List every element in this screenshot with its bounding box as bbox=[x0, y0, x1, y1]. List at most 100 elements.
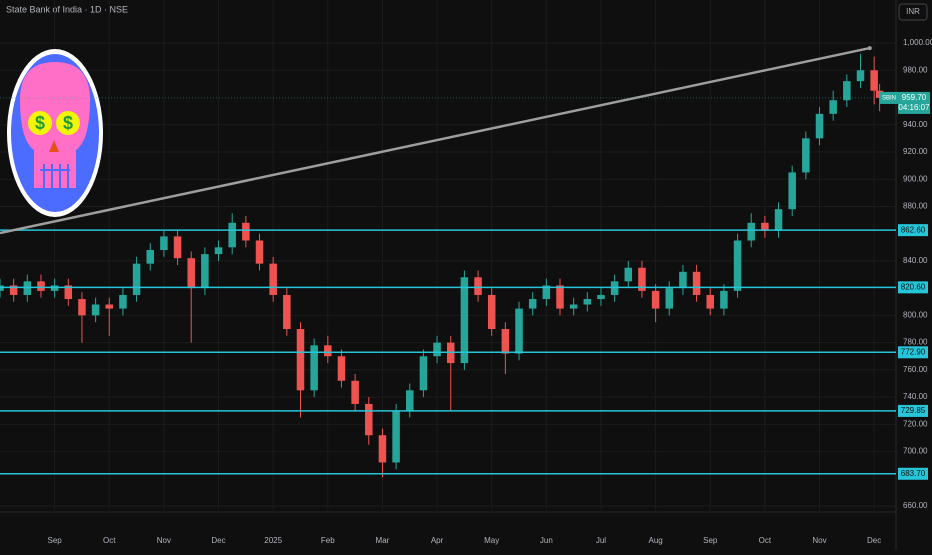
x-tick-label: Nov bbox=[157, 536, 171, 545]
candle-body bbox=[269, 263, 277, 295]
candle-body bbox=[528, 299, 537, 309]
level-label-box bbox=[898, 281, 928, 294]
candle-body bbox=[624, 267, 633, 282]
candle-body bbox=[310, 345, 318, 391]
y-tick-label: 760.00 bbox=[903, 365, 928, 374]
candle-body bbox=[597, 294, 605, 300]
y-tick-label: 660.00 bbox=[903, 501, 928, 510]
level-label: 729.85 bbox=[901, 406, 926, 415]
candle-body bbox=[720, 290, 728, 309]
eye-symbol: $ bbox=[35, 113, 45, 133]
teeth bbox=[40, 164, 70, 188]
x-tick-label: Oct bbox=[103, 536, 116, 545]
candle-body bbox=[378, 435, 387, 463]
candle-body bbox=[692, 271, 701, 295]
candle-body bbox=[406, 390, 414, 411]
logo: $ $ bbox=[7, 49, 103, 217]
y-tick-label: 720.00 bbox=[903, 419, 928, 428]
candle-body bbox=[733, 240, 742, 291]
candle-body bbox=[23, 281, 32, 295]
x-tick-label: Dec bbox=[211, 536, 225, 545]
candle-body bbox=[283, 294, 291, 330]
x-tick-label: Jul bbox=[596, 536, 606, 545]
candle-body bbox=[774, 209, 783, 231]
candle-body bbox=[242, 222, 250, 241]
symbol-label: SBIN bbox=[882, 95, 896, 101]
y-tick-label: 700.00 bbox=[903, 447, 928, 456]
eye-symbol: $ bbox=[63, 113, 73, 133]
candle-body bbox=[296, 329, 305, 391]
candle-body bbox=[324, 345, 332, 357]
level-label-box bbox=[898, 404, 928, 417]
candle-body bbox=[761, 222, 769, 231]
eye bbox=[56, 111, 80, 135]
candle-body bbox=[64, 285, 73, 300]
y-tick-label: 900.00 bbox=[903, 174, 928, 183]
candle-body bbox=[460, 277, 469, 364]
x-tick-label: Mar bbox=[376, 536, 390, 545]
candle-body bbox=[433, 342, 441, 357]
x-tick-label: Aug bbox=[648, 536, 662, 545]
y-tick-label: 880.00 bbox=[903, 202, 928, 211]
y-tick-label: 740.00 bbox=[903, 392, 928, 401]
currency-label[interactable]: INR bbox=[906, 7, 920, 16]
candle-body bbox=[9, 285, 18, 295]
nose bbox=[49, 140, 59, 152]
candle-body bbox=[105, 304, 114, 309]
chart-title: State Bank of India · 1D · NSE bbox=[6, 4, 128, 14]
candle-body bbox=[856, 70, 865, 82]
level-label-box bbox=[898, 467, 928, 480]
candle-body bbox=[201, 254, 209, 289]
y-tick-label: 780.00 bbox=[903, 338, 928, 347]
x-tick-label: Oct bbox=[759, 536, 772, 545]
candle-body bbox=[815, 113, 824, 139]
level-label: 862.60 bbox=[901, 225, 926, 234]
candle-body bbox=[487, 294, 496, 330]
candle-body bbox=[228, 222, 236, 248]
y-tick-label: 800.00 bbox=[903, 311, 928, 320]
candle-body bbox=[802, 138, 810, 173]
candle-body bbox=[214, 247, 223, 255]
y-tick-label: 840.00 bbox=[903, 256, 928, 265]
candle-body bbox=[37, 281, 45, 291]
candle-body bbox=[351, 380, 359, 404]
y-tick-label: 940.00 bbox=[903, 120, 928, 129]
candle-body bbox=[829, 100, 837, 114]
trend-line bbox=[0, 46, 871, 235]
candle-body bbox=[146, 250, 154, 264]
x-tick-label: Dec bbox=[867, 536, 881, 545]
y-tick-label: 1,000.00 bbox=[903, 38, 932, 47]
candle-body bbox=[91, 304, 100, 316]
candle-body bbox=[501, 329, 510, 354]
candle-body bbox=[556, 285, 564, 309]
candle-body bbox=[569, 304, 578, 309]
last-price-label: 959.70 bbox=[902, 93, 927, 102]
skull bbox=[20, 62, 90, 188]
candle-body bbox=[651, 290, 660, 309]
level-label-box bbox=[898, 224, 928, 237]
candle-body bbox=[392, 410, 400, 463]
x-tick-label: Sep bbox=[703, 536, 718, 545]
candle-body bbox=[255, 240, 264, 264]
candle-body bbox=[747, 222, 755, 241]
x-tick-label: Nov bbox=[812, 536, 826, 545]
candle-body bbox=[173, 236, 182, 259]
level-label: 820.60 bbox=[901, 282, 926, 291]
currency-button[interactable] bbox=[898, 3, 928, 21]
level-label-box bbox=[898, 346, 928, 359]
countdown-label: 04:16:07 bbox=[898, 103, 930, 112]
candle-body bbox=[638, 267, 646, 291]
candle-body bbox=[365, 403, 373, 436]
candle-body bbox=[119, 294, 127, 309]
x-tick-label: Apr bbox=[431, 536, 444, 545]
candle-body bbox=[515, 308, 523, 354]
candle-body bbox=[665, 288, 674, 309]
candle-body bbox=[187, 258, 195, 289]
y-tick-label: 980.00 bbox=[903, 65, 928, 74]
candle-body bbox=[337, 356, 346, 381]
level-label: 683.70 bbox=[901, 469, 926, 478]
candle-body bbox=[132, 263, 141, 295]
candle-body bbox=[679, 271, 687, 289]
